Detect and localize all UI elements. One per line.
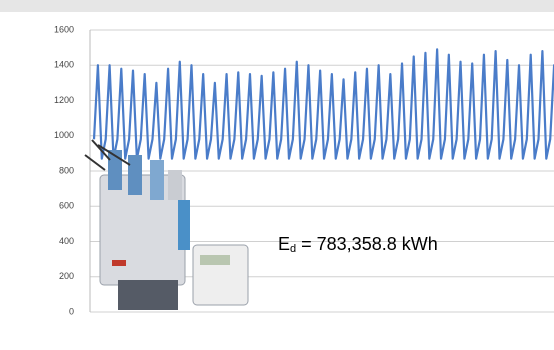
meter-photo: [85, 140, 248, 310]
page: 0 200 400 600 800 1000 1200 1400 1600 Ed = 783,35…: [0, 0, 554, 345]
y-tick-label: 1200: [54, 95, 74, 105]
annotation: Ed = 783,358.8 kWh: [278, 234, 438, 255]
chart: 0 200 400 600 800 1000 1200 1400 1600 Ed = 783,35…: [0, 0, 554, 345]
annotation-subscript: d: [290, 243, 296, 255]
y-tick-label: 1400: [54, 60, 74, 70]
y-tick-label: 600: [59, 201, 74, 211]
y-tick-label: 0: [69, 306, 74, 316]
annotation-text: = 783,358.8 kWh: [301, 234, 438, 254]
y-tick-label: 400: [59, 236, 74, 246]
y-tick-label: 200: [59, 271, 74, 281]
line: [94, 49, 554, 165]
annotation-symbol: E: [278, 234, 290, 254]
series: [94, 49, 554, 165]
y-tick-label: 1000: [54, 130, 74, 140]
top-bar: [0, 0, 554, 12]
y-tick-label: 800: [59, 165, 74, 175]
y-tick-label: 1600: [54, 24, 74, 34]
